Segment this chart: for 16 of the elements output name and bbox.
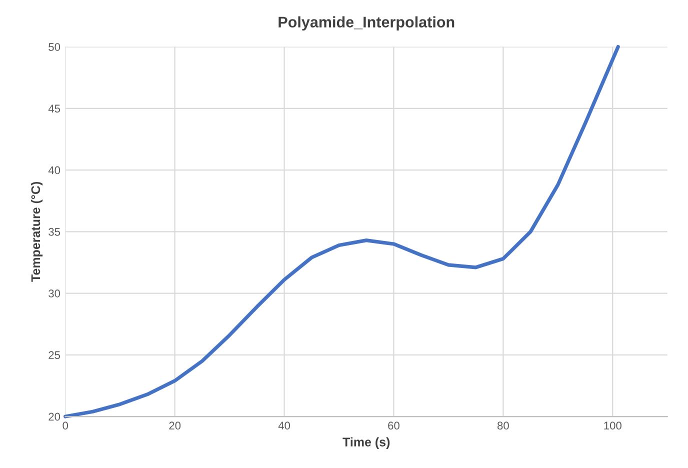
y-tick-label: 40 (48, 166, 60, 174)
y-tick-label: 35 (48, 228, 60, 236)
y-tick-label: 45 (48, 104, 60, 113)
x-tick-label: 100 (604, 422, 622, 430)
y-tick-label: 25 (48, 351, 60, 360)
x-tick-label: 40 (278, 422, 290, 430)
y-axis-title: Temperature (°C) (30, 182, 43, 282)
chart-title: Polyamide_Interpolation (278, 16, 454, 31)
x-tick-label: 60 (388, 422, 400, 430)
x-tick-label: 80 (497, 422, 509, 430)
y-tick-label: 30 (48, 290, 60, 298)
y-tick-label: 20 (48, 412, 60, 421)
x-tick-label: 20 (169, 422, 181, 430)
x-axis-title: Time (s) (342, 437, 390, 449)
x-tick-label: 0 (62, 422, 68, 430)
y-tick-label: 50 (48, 43, 60, 51)
